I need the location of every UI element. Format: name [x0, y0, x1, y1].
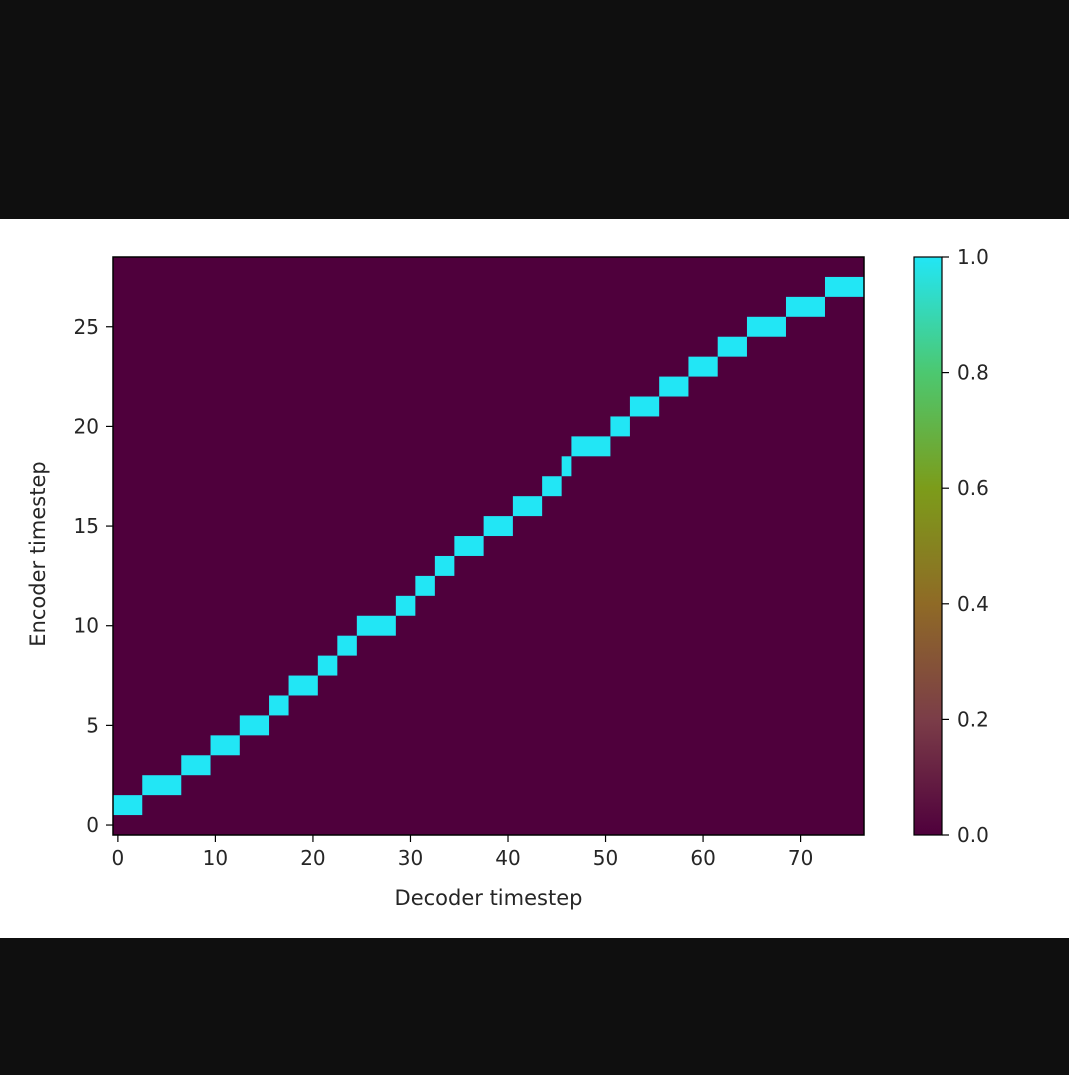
heatmap-cell [610, 416, 630, 437]
colorbar-tick-label: 0.0 [957, 823, 989, 847]
x-tick-label: 20 [300, 846, 325, 870]
heatmap-cell [317, 655, 338, 676]
heatmap-cell [113, 795, 143, 816]
y-axis-label: Encoder timestep [26, 461, 50, 646]
y-tick-label: 10 [74, 614, 99, 638]
x-tick-label: 50 [593, 846, 618, 870]
x-axis: 0 10 20 30 40 50 60 70 [112, 835, 813, 870]
heatmap-cell [512, 496, 543, 517]
heatmap-cell [288, 675, 318, 696]
colorbar: 0.0 0.2 0.4 0.6 0.8 1.0 [913, 245, 989, 847]
x-tick-label: 0 [112, 846, 125, 870]
heatmap-cell [142, 775, 182, 796]
y-axis: 0 5 10 15 20 25 [74, 315, 113, 837]
x-tick-label: 60 [690, 846, 715, 870]
heatmap-cell [746, 316, 786, 337]
heatmap-cell [415, 575, 435, 596]
heatmap-cell [181, 755, 211, 776]
heatmap-cell [210, 735, 240, 756]
x-tick-label: 40 [495, 846, 520, 870]
colorbar-tick-label: 0.4 [957, 592, 989, 616]
heatmap-cell [239, 715, 270, 736]
heatmap-cell [542, 476, 562, 497]
y-tick-label: 15 [74, 514, 99, 538]
heatmap-cell [434, 555, 455, 576]
heatmap-cell [561, 456, 572, 477]
heatmap-cell [717, 336, 747, 357]
heatmap-cell [269, 695, 289, 716]
heatmap-cell [688, 356, 718, 377]
heatmap-cell [659, 376, 689, 397]
heatmap-cell [356, 615, 396, 636]
heatmap-cell [454, 536, 484, 556]
colorbar-tick-label: 0.6 [957, 476, 989, 500]
y-tick-label: 5 [86, 713, 99, 737]
heatmap-cell [571, 436, 611, 457]
attention-heatmap-chart: 0 10 20 30 40 50 60 70 0 5 10 15 20 25 Decoder times… [26, 245, 989, 910]
y-tick-label: 20 [74, 414, 99, 438]
x-tick-label: 70 [788, 846, 813, 870]
heatmap-cell [395, 595, 416, 616]
colorbar-tick-label: 1.0 [957, 245, 989, 269]
heatmap-cell [337, 635, 357, 656]
y-tick-label: 25 [74, 315, 99, 339]
plot-frame [112, 256, 865, 836]
figure: 0 10 20 30 40 50 60 70 0 5 10 15 20 25 Decoder times… [0, 219, 1069, 938]
heatmap-cell [824, 276, 864, 297]
colorbar-tick-label: 0.8 [957, 361, 989, 385]
y-tick-label: 0 [86, 813, 99, 837]
colorbar-tick-label: 0.2 [957, 707, 989, 731]
x-tick-label: 10 [203, 846, 228, 870]
heatmap-cell [629, 396, 660, 417]
colorbar-gradient [913, 256, 943, 836]
x-tick-label: 30 [398, 846, 423, 870]
x-axis-label: Decoder timestep [395, 886, 583, 910]
heatmap-cells [113, 276, 864, 816]
heatmap-cell [785, 296, 825, 317]
heatmap-cell [483, 516, 513, 537]
